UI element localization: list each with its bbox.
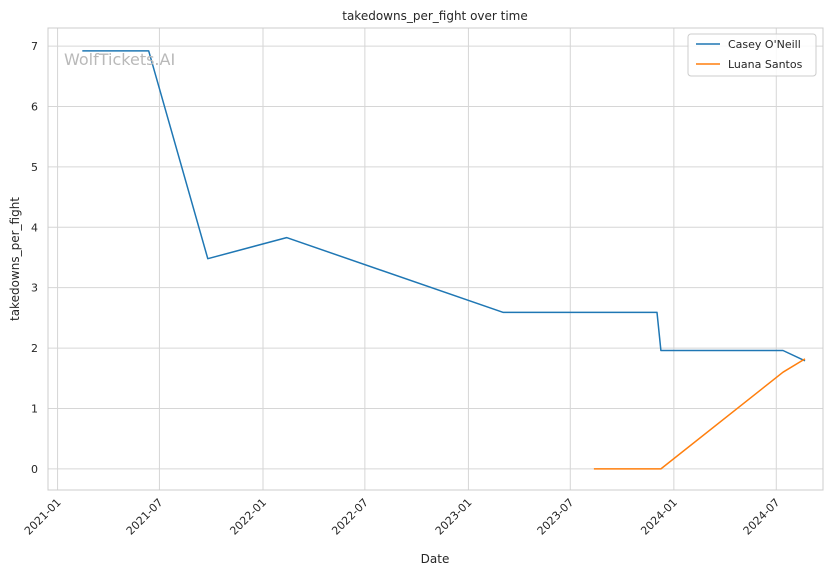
y-tick-label: 3 bbox=[31, 282, 38, 295]
y-tick-label: 6 bbox=[31, 101, 38, 114]
y-axis-title: takedowns_per_fight bbox=[8, 197, 22, 321]
series-layer bbox=[82, 50, 806, 470]
legend: Casey O'Neill Luana Santos bbox=[687, 33, 817, 77]
plot-area bbox=[48, 28, 823, 490]
y-tick-labels: 0 1 2 3 4 5 6 7 bbox=[31, 40, 38, 476]
y-tick-label: 4 bbox=[31, 221, 38, 234]
series-line-luana-santos bbox=[593, 358, 806, 470]
y-tick-label: 0 bbox=[31, 463, 38, 476]
y-tick-label: 1 bbox=[31, 402, 38, 415]
y-tick-label: 5 bbox=[31, 161, 38, 174]
legend-label-casey-oneill: Casey O'Neill bbox=[728, 38, 801, 51]
legend-label-luana-santos: Luana Santos bbox=[728, 58, 803, 71]
watermark: WolfTickets.AI bbox=[64, 50, 175, 69]
chart-title: takedowns_per_fight over time bbox=[342, 9, 528, 23]
y-tick-label: 2 bbox=[31, 342, 38, 355]
plot-frame bbox=[47, 27, 824, 491]
x-axis-title: Date bbox=[421, 552, 450, 566]
grid bbox=[48, 28, 823, 490]
series-line-casey-o-neill bbox=[82, 50, 806, 362]
y-tick-label: 7 bbox=[31, 40, 38, 53]
